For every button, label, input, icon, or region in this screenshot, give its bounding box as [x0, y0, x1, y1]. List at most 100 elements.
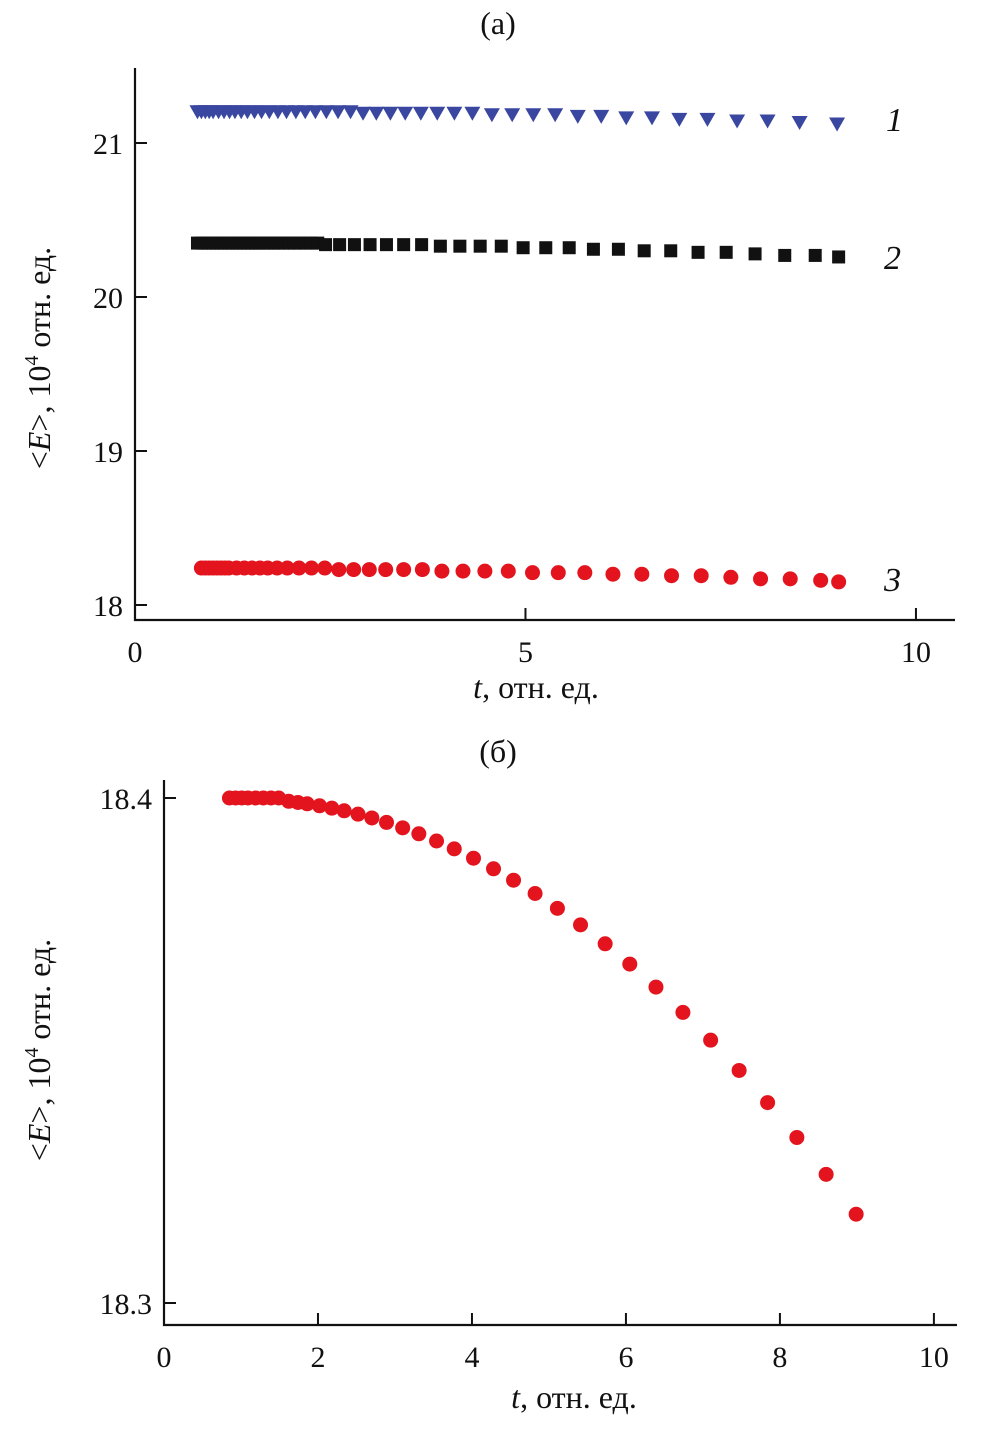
panel-b-xlabel-var: t	[511, 1379, 521, 1415]
series-3-point	[753, 571, 769, 587]
y-tick-label: 20	[93, 282, 123, 315]
series-3-point	[303, 560, 319, 576]
series-3-point	[477, 563, 493, 579]
series-3-point	[346, 562, 362, 578]
series-1-point	[318, 105, 335, 120]
panel-b-marks	[221, 790, 864, 1222]
series-3-point	[312, 798, 328, 814]
curve-label-1: 1	[886, 102, 903, 139]
panel-b-title: (б)	[479, 733, 517, 769]
series-1-point	[671, 112, 688, 127]
panel-a-ylabel-unit: отн. ед.	[21, 247, 57, 356]
series-1-point	[355, 106, 372, 121]
panel-b-y-ticks: 18.3 18.4	[100, 783, 176, 1321]
series-3-point	[573, 917, 589, 933]
series-2-point	[832, 250, 846, 264]
series-3-point	[848, 1206, 864, 1222]
panel-b-xlabel: t, отн. ед.	[511, 1379, 637, 1415]
series-2-point	[664, 244, 678, 258]
series-3-point	[525, 565, 541, 581]
series-2-point	[562, 241, 576, 255]
series-3-point	[446, 841, 462, 857]
series-3-point	[336, 803, 352, 819]
series-3-point	[782, 571, 798, 587]
series-3-point	[760, 1095, 776, 1111]
series-1-point	[759, 114, 776, 129]
series-3-point	[434, 563, 450, 579]
series-3-point	[350, 806, 366, 822]
series-1-point	[569, 109, 586, 124]
panel-a-title: (а)	[480, 5, 516, 41]
series-2-point	[719, 245, 733, 259]
series-1-point	[429, 106, 446, 121]
panel-a-y-ticks: 18 19 20 21	[93, 128, 147, 623]
series-2-point	[778, 248, 792, 262]
series-3-point	[324, 800, 340, 816]
series-3-point	[549, 900, 565, 916]
panel-b-ylabel-open: <	[21, 1143, 57, 1161]
series-3-point	[506, 872, 522, 888]
x-tick-label: 0	[157, 1341, 172, 1374]
series-3-point	[455, 563, 471, 579]
curve-label-2: 2	[884, 240, 901, 277]
panel-b-ylabel-close: >	[21, 1106, 57, 1124]
series-2-point	[363, 238, 377, 252]
series-2-point	[333, 238, 347, 252]
panel-a-ylabel-var: E	[21, 431, 57, 452]
x-tick-label: 4	[464, 1341, 479, 1374]
series-3-point	[429, 833, 445, 849]
series-3-point	[648, 979, 664, 995]
panel-b-x-ticks: 0 2 4 6 8 10	[157, 1313, 949, 1374]
series-2-point	[415, 238, 429, 252]
panel-a-x-ticks: 0 5 10	[128, 608, 931, 669]
panel-a-axes	[133, 68, 955, 622]
series-1-point	[618, 111, 635, 126]
series-2-point	[516, 241, 530, 255]
series-3-point	[396, 562, 412, 578]
panel-a-axis-frame	[133, 68, 955, 622]
series-2-point	[691, 245, 705, 259]
series-1-point	[382, 106, 399, 121]
series-1-point	[342, 105, 359, 120]
series-2-point	[433, 239, 447, 253]
y-tick-label: 18	[93, 590, 123, 623]
series-3-point	[527, 886, 543, 902]
panel-a-ylabel-open: <	[21, 451, 57, 469]
series-3-point	[331, 562, 347, 578]
series-2-point	[586, 242, 600, 256]
series-3-point	[486, 861, 502, 877]
panel-b-ylabel-var: E	[21, 1123, 57, 1144]
x-tick-label: 6	[618, 1341, 633, 1374]
series-3-point	[550, 565, 566, 581]
series-2-point	[347, 238, 361, 252]
x-tick-label: 5	[518, 636, 533, 669]
series-3-point	[634, 566, 650, 582]
series-3-point	[378, 562, 394, 578]
panel-b: (б) 0 2 4 6 8 10 18.3 18.4 t, отн. ед. <E>, 10…	[21, 733, 957, 1415]
x-tick-label: 10	[901, 636, 931, 669]
series-3-point	[664, 568, 680, 584]
series-3-point	[279, 560, 295, 576]
panel-b-axes	[162, 780, 957, 1327]
series-3-point	[364, 810, 380, 826]
series-3-point	[831, 574, 847, 590]
series-1-point	[330, 105, 347, 120]
series-3-point	[500, 563, 516, 579]
panel-a-ylabel-exp: 4	[21, 356, 43, 366]
panel-b-ylabel-unit: отн. ед.	[21, 939, 57, 1048]
series-3-point	[466, 850, 482, 866]
series-1-point	[525, 108, 542, 123]
series-3-point	[675, 1004, 691, 1020]
panel-b-ylabel-exp: 4	[21, 1048, 43, 1058]
panel-a-ylabel-sep: , 10	[21, 366, 57, 414]
series-3-point	[291, 560, 307, 576]
series-1-point	[791, 115, 808, 130]
series-3-point	[693, 568, 709, 584]
panel-b-xlabel-unit: , отн. ед.	[520, 1379, 637, 1415]
series-3-point	[622, 956, 638, 972]
series-1-point	[593, 109, 610, 124]
panel-a-xlabel: t, отн. ед.	[473, 669, 599, 705]
series-3-point	[818, 1166, 834, 1182]
series-1-point	[412, 106, 429, 121]
series-1-point	[699, 112, 716, 127]
